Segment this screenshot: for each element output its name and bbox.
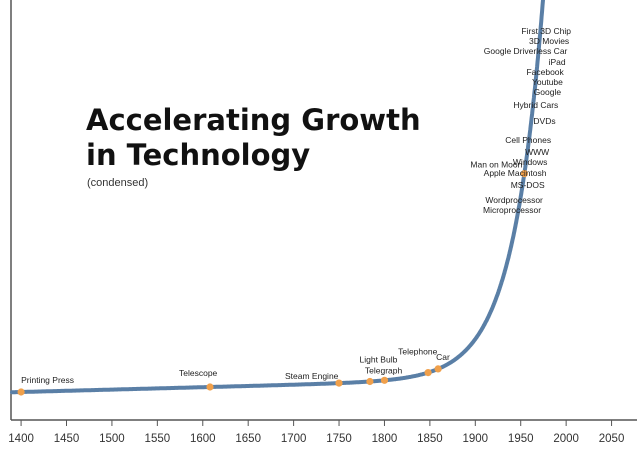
event-marker — [380, 376, 389, 384]
x-tick-label: 1400 — [8, 433, 34, 445]
event-marker — [366, 377, 374, 386]
event-label: Facebook — [526, 67, 564, 77]
event-label: Man on Moon — [470, 160, 522, 170]
event-label: Cell Phones — [505, 135, 551, 145]
event-label: Apple Macintosh — [484, 168, 547, 178]
chart-title-line-2: in Technology — [86, 138, 310, 172]
event-marker — [434, 365, 442, 373]
x-tick-label: 1450 — [54, 433, 80, 445]
x-tick-label: 1900 — [463, 433, 489, 445]
event-label: Google — [534, 87, 562, 97]
chart-title: Accelerating Growth in Technology (conde… — [86, 103, 421, 189]
event-label: Car — [436, 352, 450, 362]
chart-subtitle: (condensed) — [87, 177, 148, 189]
event-label: Telephone — [398, 347, 438, 357]
event-label: DVDs — [533, 116, 555, 126]
event-label: MS-DOS — [511, 180, 545, 190]
event-label: Hybrid Cars — [513, 100, 558, 110]
x-tick-label: 1800 — [372, 433, 398, 445]
x-tick-label: 1550 — [145, 433, 171, 445]
event-label: Youtube — [532, 77, 563, 87]
event-label: Printing Press — [21, 375, 74, 385]
x-tick-label: 2000 — [553, 433, 579, 445]
x-tick-label: 1950 — [508, 433, 534, 445]
event-marker — [206, 383, 214, 391]
x-tick-label: 1850 — [417, 433, 443, 445]
chart-title-line-1: Accelerating Growth — [86, 103, 421, 137]
x-tick-label: 1650 — [235, 433, 261, 445]
x-tick-label: 1500 — [99, 433, 125, 445]
event-markers: Printing Press Telescope Steam Engine Teleg… — [17, 26, 571, 396]
x-axis-ticks: 1400 1450 1500 1550 1600 1650 1700 1750 1800 1850… — [8, 420, 624, 445]
event-marker — [17, 388, 25, 396]
event-label: First 3D Chip — [521, 26, 571, 36]
event-label: Microprocessor — [483, 205, 541, 215]
event-label: WWW — [525, 147, 549, 157]
event-label: Google Driverless Car — [484, 46, 568, 56]
event-label: Telescope — [179, 368, 218, 378]
event-marker — [335, 379, 343, 387]
event-marker — [520, 170, 529, 178]
event-label: iPad — [549, 57, 566, 67]
x-tick-label: 1750 — [326, 433, 352, 445]
event-label: Steam Engine — [285, 371, 339, 381]
event-label: Telegraph — [365, 366, 403, 376]
event-label: Light Bulb — [360, 354, 398, 364]
x-tick-label: 2050 — [599, 433, 625, 445]
event-label: Windows — [513, 157, 547, 167]
x-tick-label: 1600 — [190, 433, 216, 445]
event-label: 3D Movies — [529, 36, 569, 46]
event-marker — [424, 369, 432, 377]
x-tick-label: 1700 — [281, 433, 307, 445]
event-label: Wordprocessor — [485, 195, 543, 205]
growth-curve — [10, 0, 545, 395]
